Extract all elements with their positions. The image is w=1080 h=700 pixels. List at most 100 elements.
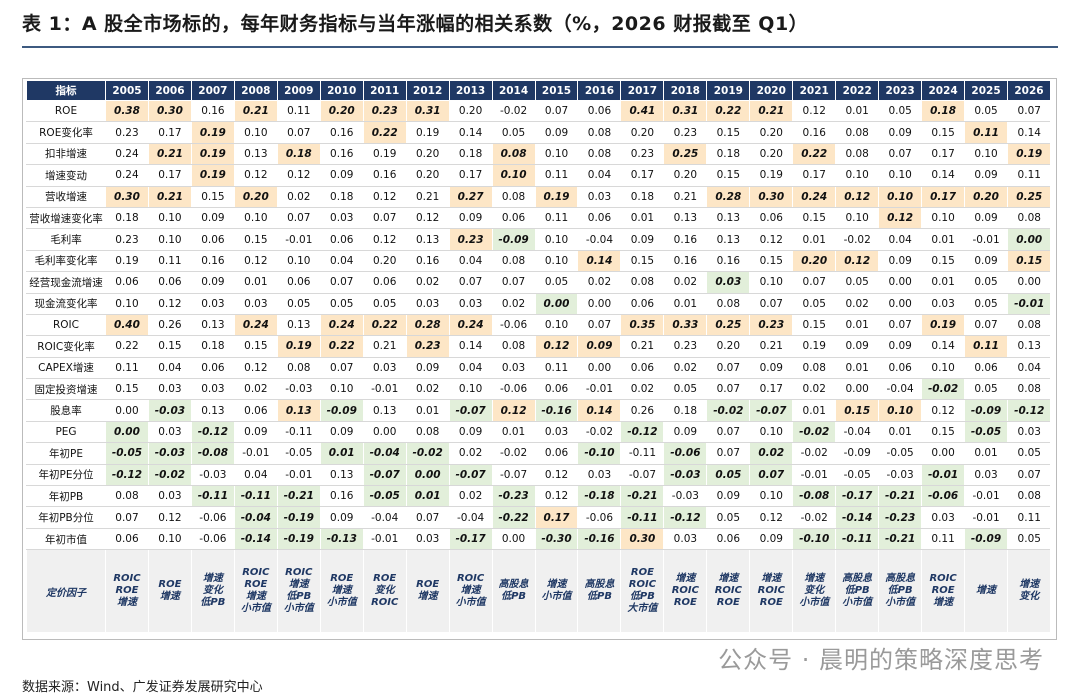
value-cell: 0.02 [792, 378, 836, 401]
value-cell: 0.09 [319, 421, 364, 444]
factor-text: ROE [115, 585, 139, 597]
value-cell: 0.01 [835, 357, 879, 380]
value-cell: -0.05 [878, 442, 922, 465]
value-cell: 0.01 [233, 271, 278, 294]
value-cell: -0.12 [663, 506, 707, 529]
factor-text: 增速 [288, 579, 309, 591]
value-cell: 0.16 [319, 143, 364, 166]
row-label: 年初市值 [26, 528, 106, 551]
value-cell: -0.17 [448, 528, 493, 551]
value-cell: 0.06 [878, 357, 922, 380]
row-label: ROE变化率 [26, 121, 106, 144]
value-cell: 0.07 [878, 314, 922, 337]
value-cell: 0.24 [792, 186, 836, 208]
factor-text: ROIC [929, 573, 957, 585]
factor-cell: 增速 [964, 549, 1008, 633]
correlation-table: 指标 2005 2006 2007 2008 2009 2010 2011 2012 2013 20… [26, 80, 1051, 633]
value-cell: -0.11 [835, 528, 879, 551]
value-cell: 0.18 [620, 186, 664, 208]
value-cell: 0.08 [835, 121, 879, 144]
value-cell: 0.16 [362, 164, 407, 187]
value-cell: 0.12 [491, 399, 536, 422]
value-cell: 0.11 [276, 100, 321, 123]
value-cell: 0.11 [147, 250, 192, 273]
value-cell: 0.12 [405, 207, 450, 230]
value-cell: 0.13 [663, 207, 707, 230]
row-label: 年初PB分位 [26, 506, 106, 529]
value-cell: 0.14 [448, 335, 493, 358]
value-cell: 0.18 [921, 100, 965, 123]
value-cell: 0.24 [448, 314, 493, 337]
value-cell: 0.08 [491, 250, 536, 273]
value-cell: 0.07 [319, 271, 364, 294]
value-cell: 0.17 [534, 506, 578, 529]
value-cell: -0.01 [233, 442, 278, 465]
value-cell: -0.16 [534, 399, 578, 422]
header-row: 指标 2005 2006 2007 2008 2009 2010 2011 2012 2013 20… [26, 80, 1051, 101]
value-cell: -0.11 [233, 485, 278, 508]
value-cell: 0.05 [706, 506, 750, 529]
value-cell: -0.04 [362, 442, 407, 465]
value-cell: 0.14 [1007, 121, 1051, 144]
value-cell: -0.05 [276, 442, 321, 465]
value-cell: 0.11 [534, 207, 578, 230]
row-label: ROE [26, 100, 106, 123]
factor-cell: ROE 变化 ROIC [362, 549, 407, 633]
value-cell: 0.05 [1007, 442, 1051, 465]
value-cell: 0.13 [706, 228, 750, 251]
value-cell: -0.04 [362, 506, 407, 529]
value-cell: -0.23 [491, 485, 536, 508]
value-cell: 0.06 [319, 228, 364, 251]
factor-cell: 高股息 低PB 小市值 [835, 549, 879, 633]
value-cell: 0.01 [405, 485, 450, 508]
value-cell: 0.19 [921, 314, 965, 337]
value-cell: 0.09 [319, 164, 364, 187]
value-cell: -0.19 [276, 506, 321, 529]
value-cell: 0.12 [749, 506, 793, 529]
value-cell: 0.15 [233, 335, 278, 358]
factor-text: ROIC [113, 573, 141, 585]
header-cell: 2017 [620, 80, 665, 101]
value-cell: 0.10 [921, 207, 965, 230]
value-cell: -0.02 [921, 378, 965, 401]
factor-text: 增速 [331, 585, 352, 597]
value-cell: -0.07 [448, 464, 493, 487]
value-cell: 0.09 [749, 528, 793, 551]
value-cell: 0.10 [276, 250, 321, 273]
value-cell: -0.01 [362, 378, 407, 401]
value-cell: 0.03 [448, 293, 493, 315]
data-row: ROIC变化率 0.22 0.15 0.18 0.15 0.19 0.22 0.21 0.23 0… [26, 335, 1051, 358]
data-row: ROIC 0.40 0.26 0.13 0.24 0.13 0.24 0.22 0.28 0.24… [26, 314, 1051, 337]
value-cell: 0.09 [964, 164, 1008, 187]
value-cell: -0.08 [190, 442, 235, 465]
factor-text: ROIC [671, 585, 699, 597]
value-cell: -0.04 [835, 421, 879, 444]
value-cell: 0.08 [105, 485, 149, 508]
value-cell: -0.13 [319, 528, 364, 551]
row-label: 年初PB [26, 485, 106, 508]
value-cell: 0.22 [319, 335, 364, 358]
header-cell: 2024 [921, 80, 966, 101]
value-cell: -0.02 [147, 464, 192, 487]
value-cell: -0.03 [190, 464, 235, 487]
header-cell: 2012 [405, 80, 450, 101]
row-label: 现金流变化率 [26, 293, 106, 315]
row-label: 股息率 [26, 399, 106, 422]
factor-text: 低PB [887, 585, 913, 597]
value-cell: 0.01 [921, 228, 965, 251]
value-cell: 0.11 [921, 528, 965, 551]
value-cell: 0.10 [448, 378, 493, 401]
value-cell: 0.06 [620, 293, 664, 315]
factor-text: 增速 [675, 573, 696, 585]
value-cell: 0.06 [190, 228, 235, 251]
value-cell: 0.06 [964, 357, 1008, 380]
value-cell: 0.24 [233, 314, 278, 337]
factor-text: ROIC [242, 567, 270, 579]
value-cell: 0.10 [749, 271, 793, 294]
factor-cell: 增速 变化 [1007, 549, 1051, 633]
value-cell: 0.02 [276, 186, 321, 208]
value-cell: 0.13 [276, 399, 321, 422]
row-label: 年初PE分位 [26, 464, 106, 487]
value-cell: -0.01 [1007, 293, 1051, 315]
table-frame [22, 78, 1057, 640]
